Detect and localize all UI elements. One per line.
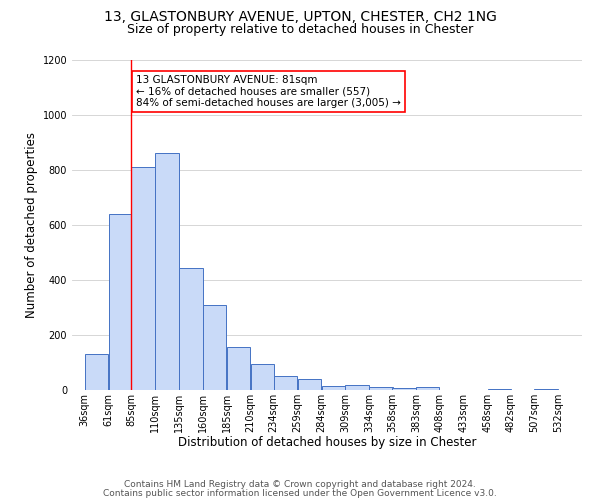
- Text: Contains HM Land Registry data © Crown copyright and database right 2024.: Contains HM Land Registry data © Crown c…: [124, 480, 476, 489]
- Text: 13, GLASTONBURY AVENUE, UPTON, CHESTER, CH2 1NG: 13, GLASTONBURY AVENUE, UPTON, CHESTER, …: [104, 10, 496, 24]
- Bar: [155, 154, 179, 390]
- X-axis label: Distribution of detached houses by size in Chester: Distribution of detached houses by size …: [178, 436, 476, 450]
- Bar: [251, 364, 274, 390]
- Bar: [369, 387, 392, 390]
- Bar: [274, 376, 297, 390]
- Bar: [346, 384, 369, 390]
- Bar: [179, 268, 203, 390]
- Bar: [298, 379, 321, 390]
- Text: 13 GLASTONBURY AVENUE: 81sqm
← 16% of detached houses are smaller (557)
84% of s: 13 GLASTONBURY AVENUE: 81sqm ← 16% of de…: [136, 75, 401, 108]
- Bar: [227, 348, 250, 390]
- Bar: [85, 354, 108, 390]
- Y-axis label: Number of detached properties: Number of detached properties: [25, 132, 38, 318]
- Bar: [131, 167, 155, 390]
- Bar: [535, 389, 558, 390]
- Bar: [322, 386, 345, 390]
- Text: Contains public sector information licensed under the Open Government Licence v3: Contains public sector information licen…: [103, 488, 497, 498]
- Bar: [392, 388, 416, 390]
- Bar: [109, 214, 132, 390]
- Bar: [488, 388, 511, 390]
- Text: Size of property relative to detached houses in Chester: Size of property relative to detached ho…: [127, 22, 473, 36]
- Bar: [416, 386, 439, 390]
- Bar: [203, 304, 226, 390]
